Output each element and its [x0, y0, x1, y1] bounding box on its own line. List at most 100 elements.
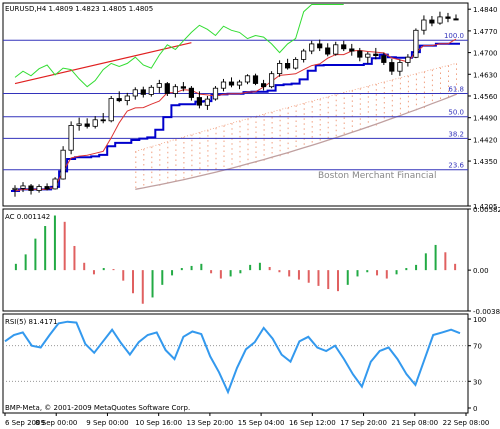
cloud-dot [239, 150, 241, 153]
cloud-dot [159, 174, 161, 176]
cloud-dot [359, 88, 361, 90]
cloud-dot [351, 95, 353, 97]
candle-body [68, 125, 74, 151]
cloud-dot [167, 166, 169, 169]
cloud-dot [215, 132, 217, 135]
price-chart: 100.0 61.8 50.0 38.2 23.6 1.4840 1.4770 1.4700 1… [3, 4, 498, 211]
cloud-dot [247, 138, 249, 141]
cloud-dot [151, 146, 153, 149]
cloud-dot [319, 114, 321, 116]
trend-line [14, 42, 192, 85]
cloud-dot [367, 111, 369, 113]
candle-body [389, 62, 395, 72]
candle-body [284, 63, 291, 69]
cloud-dot [440, 82, 441, 84]
cloud-dot [359, 123, 361, 125]
cloud-dot [207, 170, 209, 172]
rsi-chart: 100 70 30 0 RSI(5) 81.4171 BMP-Meta, © 2001-2… [3, 316, 486, 413]
cloud-dot [383, 97, 385, 99]
cloud-dot [303, 118, 305, 120]
cloud-dot [367, 101, 369, 103]
cloud-dot [263, 124, 265, 126]
candle-body [244, 75, 251, 83]
cloud-dot [135, 181, 137, 183]
cloud-dot [167, 141, 169, 144]
cloud-dot [255, 126, 257, 128]
cloud-dot [319, 129, 321, 131]
candle-body [92, 119, 98, 127]
cloud-dot [431, 69, 433, 72]
candle-body [84, 123, 90, 127]
cloud-dot [375, 89, 377, 91]
cloud-dot [279, 109, 281, 112]
cloud-dot [415, 88, 417, 91]
cloud-dot [199, 172, 201, 174]
cloud-dot [223, 130, 225, 132]
cloud-dot [279, 139, 281, 142]
cloud-dot [191, 134, 193, 137]
cloud-dot [327, 136, 329, 139]
cloud-dot [167, 171, 169, 174]
candle-body [397, 62, 403, 72]
candle-body [252, 75, 259, 84]
cloud-dot [167, 151, 169, 154]
cloud-dot [311, 131, 313, 133]
cloud-dot [231, 123, 233, 125]
cloud-dot [343, 112, 345, 114]
cloud-dot [423, 96, 425, 99]
ac-axis-label: 0.00582 [473, 206, 500, 214]
cloud-dot [295, 130, 297, 132]
cloud-dot [223, 135, 225, 137]
cloud-dot [191, 149, 193, 152]
cloud-dot [335, 94, 337, 97]
cloud-dot [423, 76, 425, 79]
cloud-dot [191, 144, 193, 147]
cloud-dot [239, 160, 241, 163]
cloud-dot [191, 164, 193, 167]
candle-body [148, 86, 154, 95]
cloud-dot [367, 106, 369, 108]
cloud-dot [207, 135, 209, 137]
time-axis-label: 21 Sep 08:00 [391, 419, 438, 427]
candle-body [188, 87, 194, 98]
candle-body [236, 81, 243, 86]
cloud-dot [359, 118, 361, 120]
candle-body [429, 19, 435, 24]
cloud-dot [247, 163, 249, 166]
cloud-dot [135, 151, 137, 153]
time-axis-label: 22 Sep 08:00 [443, 419, 490, 427]
cloud-dot [199, 167, 201, 169]
cloud-dot [431, 84, 433, 87]
cloud-dot [263, 144, 265, 146]
candle-body [52, 178, 58, 190]
cloud-dot [271, 142, 273, 144]
cloud-dot [247, 158, 249, 161]
cloud-dot [448, 65, 449, 67]
cloud-dot [343, 102, 345, 104]
rsi-axis-label: 30 [473, 378, 482, 386]
price-axis-label: 1.4630 [473, 71, 498, 79]
candle-body [180, 86, 186, 89]
cloud-dot [223, 125, 225, 127]
cloud-dot [175, 179, 177, 181]
candle-body [212, 87, 219, 100]
candle-body [437, 16, 443, 24]
cloud-dot [151, 171, 153, 174]
time-axis-label: 16 Sep 12:00 [289, 419, 336, 427]
cloud-dot [367, 96, 369, 98]
cloud-dot [239, 165, 241, 168]
cloud-dot [383, 117, 385, 119]
tenkan-sen-line [14, 38, 457, 192]
candle-body [156, 83, 162, 88]
cloud-dot [143, 164, 145, 166]
cloud-dot [135, 161, 137, 163]
cloud-dot [399, 87, 401, 90]
cloud-dot [223, 150, 225, 152]
candle-body [365, 53, 371, 58]
cloud-dot [415, 83, 417, 86]
cloud-dot [255, 141, 257, 143]
cloud-dot [247, 128, 249, 131]
candle-body [325, 47, 331, 55]
cloud-dot [399, 107, 401, 110]
